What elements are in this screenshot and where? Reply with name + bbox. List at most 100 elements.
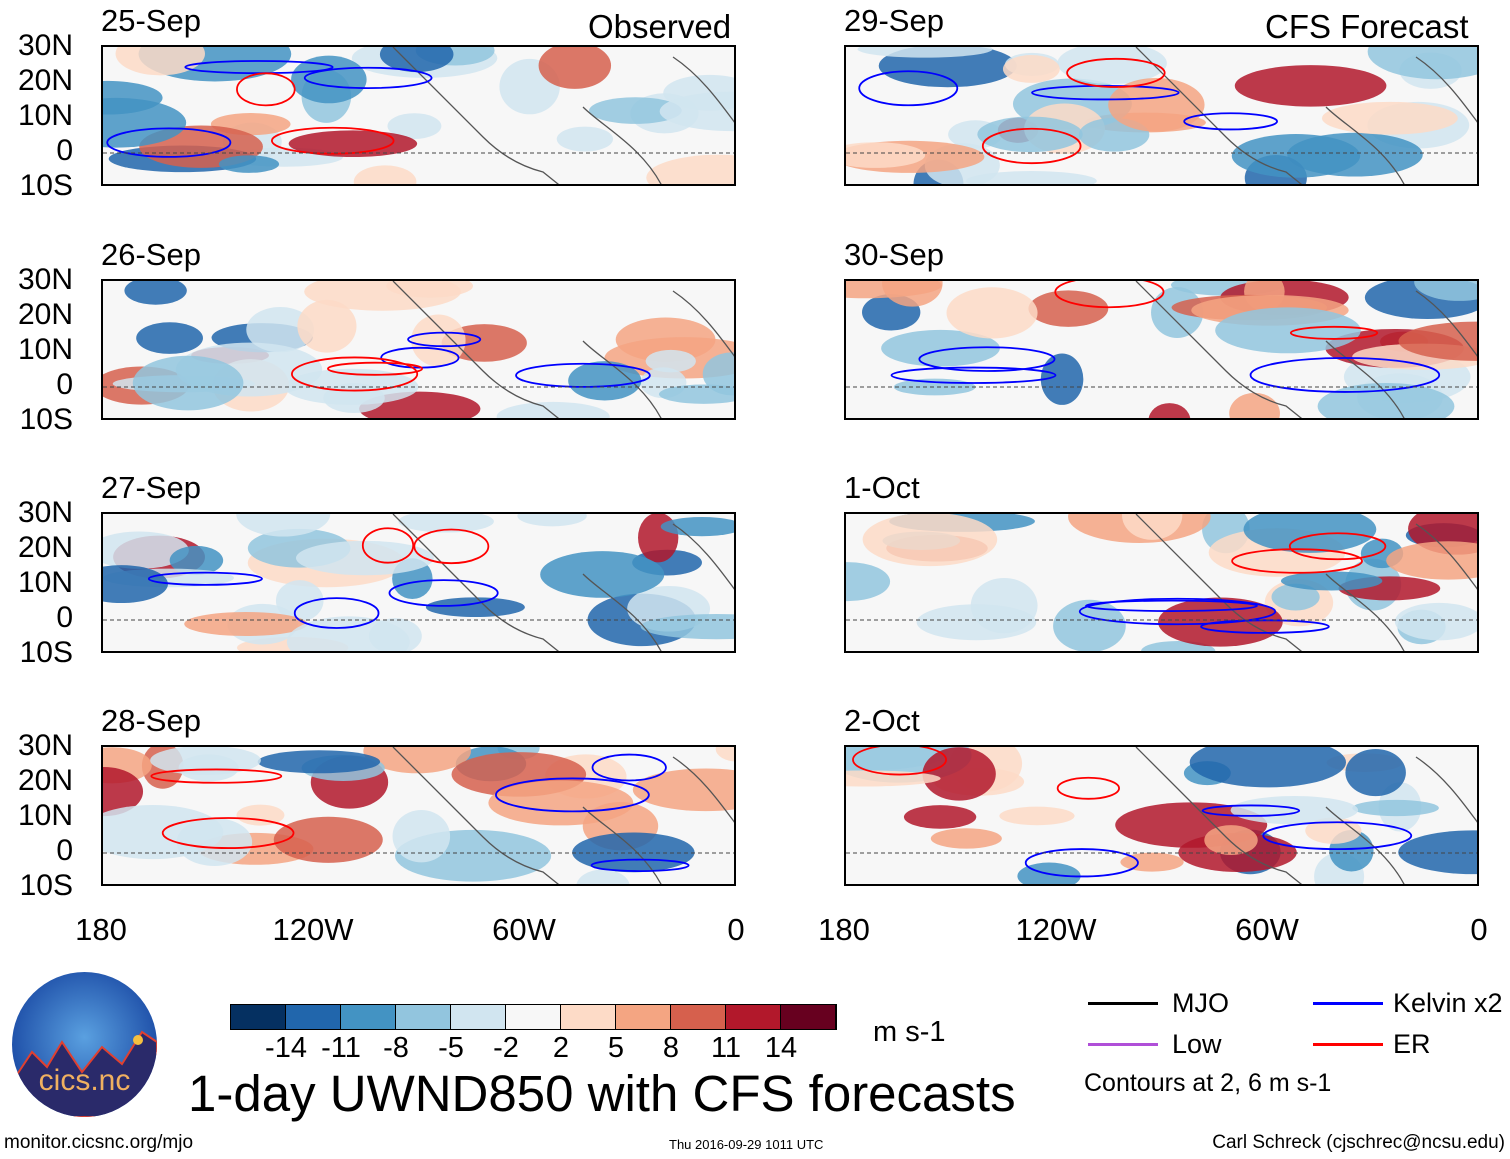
wind-anomaly-blob	[411, 314, 466, 367]
y-tick-label: 30N	[17, 496, 73, 529]
wind-anomaly-blob	[1057, 47, 1167, 85]
y-tick-label: 30N	[17, 263, 73, 296]
er-contour	[327, 361, 423, 376]
y-tick-label: 30N	[17, 29, 73, 62]
wind-anomaly-blob	[660, 516, 734, 537]
colorbar-label: 8	[662, 1032, 680, 1064]
wind-anomaly-blob	[893, 378, 976, 396]
wind-anomaly-blob	[846, 770, 941, 787]
wind-anomaly-blob	[363, 747, 471, 774]
wind-anomaly-blob	[1230, 795, 1359, 825]
wind-anomaly-blob	[246, 306, 315, 353]
colorbar-label: -11	[321, 1032, 361, 1064]
wind-anomaly-blob	[103, 531, 189, 569]
coastline	[1135, 514, 1477, 651]
er-contour	[852, 747, 947, 776]
y-tick-label: 0	[56, 134, 73, 167]
wind-anomaly-blob	[1040, 353, 1084, 405]
wind-anomaly-blob	[150, 747, 261, 775]
wind-anomaly-blob	[297, 299, 357, 353]
wind-anomaly-blob	[1234, 65, 1387, 107]
colorbar-label: -5	[438, 1032, 464, 1064]
wind-anomaly-blob	[1028, 290, 1109, 327]
colorbar-label: -14	[265, 1032, 307, 1064]
kelvin-contour	[858, 70, 959, 107]
kelvin-contour	[1200, 619, 1330, 634]
kelvin-contour	[407, 331, 482, 348]
y-tick-label: 0	[56, 601, 73, 634]
x-tick-right-120w: 120W	[1015, 912, 1097, 947]
kelvin-contour	[1201, 804, 1301, 817]
kelvin-contour	[495, 777, 650, 813]
kelvin-contour	[590, 858, 690, 872]
colorbar-label: 5	[607, 1032, 625, 1064]
panel-date: 28-Sep	[101, 703, 201, 738]
y-tick-label: 20N	[17, 764, 73, 797]
wind-anomaly-blob	[236, 514, 331, 537]
cics-logo: cics.nc	[12, 972, 157, 1117]
colorbar-label: 11	[710, 1032, 742, 1064]
colorbar-swatch	[781, 1005, 836, 1029]
colorbar-units: m s-1	[873, 1016, 946, 1048]
legend-er-line	[1313, 1043, 1383, 1046]
panel-date: 2-Oct	[844, 703, 920, 738]
er-contour	[361, 527, 415, 564]
panel-date: 1-Oct	[844, 470, 920, 505]
wind-anomaly-blob	[1002, 55, 1060, 83]
er-contour	[1054, 281, 1165, 309]
kelvin-contour	[591, 753, 667, 782]
wind-anomaly-blob	[1345, 748, 1406, 797]
wind-anomaly-blob	[1386, 541, 1477, 580]
y-tick-label: 10S	[19, 636, 73, 669]
contour-note: Contours at 2, 6 m s-1	[1084, 1069, 1332, 1097]
panel-date: 25-Sep	[101, 3, 201, 38]
kelvin-contour	[303, 66, 433, 89]
er-contour	[161, 817, 295, 849]
x-tick-right-0: 0	[1470, 912, 1488, 947]
forecast-header: CFS Forecast	[1265, 8, 1469, 45]
y-tick-label: 20N	[17, 531, 73, 564]
wind-anomaly-blob	[392, 809, 451, 863]
wind-anomaly-blob	[386, 281, 473, 298]
wind-anomaly-blob	[169, 545, 224, 575]
kelvin-contour	[918, 346, 1056, 372]
y-tick-label: 0	[56, 368, 73, 401]
coastline	[392, 747, 734, 884]
wind-anomaly-blob	[398, 514, 494, 533]
er-contour	[1056, 776, 1120, 800]
wind-anomaly-blob	[517, 514, 587, 527]
wind-anomaly-blob	[903, 805, 977, 829]
x-tick-left-60w: 60W	[492, 912, 556, 947]
colorbar-swatch	[506, 1005, 561, 1029]
legend-low-label: Low	[1172, 1029, 1222, 1059]
legend-kelvin-line	[1313, 1002, 1383, 1005]
map-panel-30-sep	[844, 279, 1479, 420]
wind-anomaly-blob	[966, 171, 1097, 184]
wind-anomaly-blob	[286, 616, 410, 651]
y-tick-label: 20N	[17, 64, 73, 97]
kelvin-contour	[388, 579, 499, 607]
wind-anomaly-blob	[946, 287, 1038, 339]
wind-anomaly-blob	[881, 329, 1000, 367]
legend-low-line	[1088, 1043, 1158, 1046]
wind-anomaly-blob	[1053, 599, 1126, 651]
map-panel-27-sep	[101, 512, 736, 653]
kelvin-contour	[890, 366, 1057, 384]
wind-anomaly-blob	[659, 91, 734, 132]
kelvin-contour	[293, 597, 380, 629]
wind-anomaly-blob	[323, 383, 385, 413]
wind-anomaly-blob	[658, 384, 734, 404]
wind-anomaly-blob	[1122, 514, 1183, 540]
wind-anomaly-blob	[1398, 830, 1477, 875]
y-tick-label: 10S	[19, 403, 73, 436]
wind-anomaly-blob	[103, 565, 168, 604]
panel-date: 27-Sep	[101, 470, 201, 505]
panel-date: 30-Sep	[844, 237, 944, 272]
kelvin-contour	[106, 127, 232, 158]
legend-mjo-line	[1088, 1002, 1158, 1005]
map-panel-29-sep	[844, 45, 1479, 186]
wind-anomaly-blob	[124, 281, 187, 305]
kelvin-contour	[1024, 848, 1139, 878]
kelvin-contour	[1262, 821, 1413, 851]
colorbar	[230, 1004, 837, 1030]
